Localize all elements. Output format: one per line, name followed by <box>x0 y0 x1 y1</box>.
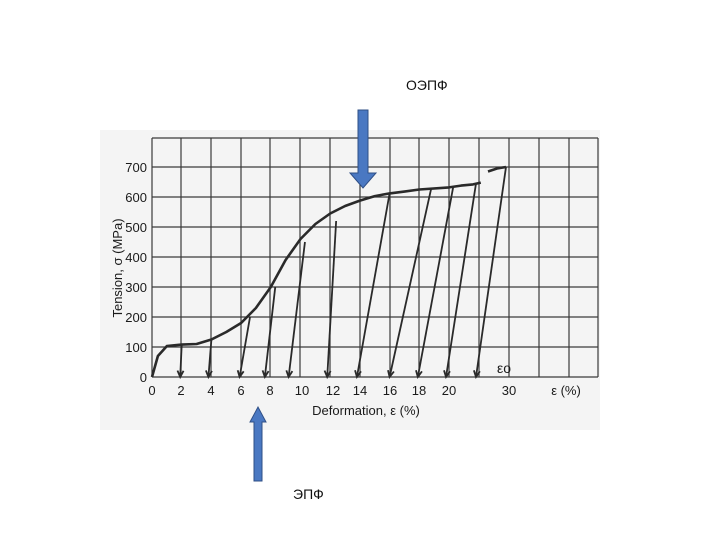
y-axis-title: Tension, σ (MPa) <box>110 218 125 317</box>
x-tick-label: 6 <box>237 383 244 398</box>
x-unit-label: ε (%) <box>551 383 581 398</box>
unloading-line <box>326 220 338 378</box>
unloading-line <box>416 186 455 378</box>
x-tick-label: 30 <box>502 383 516 398</box>
x-tick-label: 0 <box>148 383 155 398</box>
y-tick-label: 200 <box>125 310 147 325</box>
y-tick-label: 100 <box>125 340 147 355</box>
unloading-arrowhead <box>205 370 213 380</box>
epsilon-zero-annotation: εo <box>497 360 511 376</box>
chart-background <box>100 130 600 430</box>
unloading-arrowhead <box>176 370 185 380</box>
y-tick-label: 700 <box>125 160 147 175</box>
unloading-arrowhead <box>415 370 423 380</box>
arrow-up <box>249 405 267 482</box>
unloading-line <box>207 339 213 378</box>
x-tick-label: 18 <box>412 383 426 398</box>
x-tick-label: 20 <box>442 383 456 398</box>
y-tick-label: 500 <box>125 220 147 235</box>
grid <box>151 137 599 378</box>
unloading-line <box>263 286 277 378</box>
x-tick-label: 4 <box>207 383 214 398</box>
y-tick-label: 400 <box>125 250 147 265</box>
unloading-line <box>388 188 433 378</box>
unloading-line <box>356 193 391 378</box>
extended-loading-curve <box>487 165 507 173</box>
unloading-arrowhead <box>473 370 481 380</box>
loading-curve <box>150 181 482 378</box>
x-tick-label: 10 <box>295 383 309 398</box>
unloading-line <box>238 316 251 378</box>
x-tick-label: 2 <box>177 383 184 398</box>
label-epf: ЭПФ <box>293 486 324 502</box>
y-tick-label: 600 <box>125 190 147 205</box>
unloading-line <box>179 344 183 378</box>
x-axis-title: Deformation, ε (%) <box>312 403 420 418</box>
x-tick-label: 8 <box>266 383 273 398</box>
unloading-arrowhead <box>285 370 294 380</box>
x-tick-label: 16 <box>383 383 397 398</box>
unloading-line <box>287 241 306 378</box>
unloading-arrowhead <box>443 370 451 380</box>
unloading-arrowhead <box>261 370 270 380</box>
x-tick-label: 12 <box>326 383 340 398</box>
tick-labels: 0 2 4 6 8 10 12 14 16 18 20 30010020030040050060070… <box>125 160 516 398</box>
unloading-arrowhead <box>354 370 362 380</box>
x-tick-label: 14 <box>353 383 367 398</box>
y-tick-label: 0 <box>140 370 147 385</box>
unloading-line <box>445 183 477 378</box>
unloading-arrowhead <box>236 370 245 380</box>
unloading-line <box>475 166 507 378</box>
arrow-down <box>348 109 378 189</box>
label-oepf: ОЭПФ <box>406 77 448 93</box>
unloading-arrowhead <box>323 370 332 380</box>
curves <box>150 165 507 380</box>
y-tick-label: 300 <box>125 280 147 295</box>
unloading-arrowhead <box>387 369 395 380</box>
